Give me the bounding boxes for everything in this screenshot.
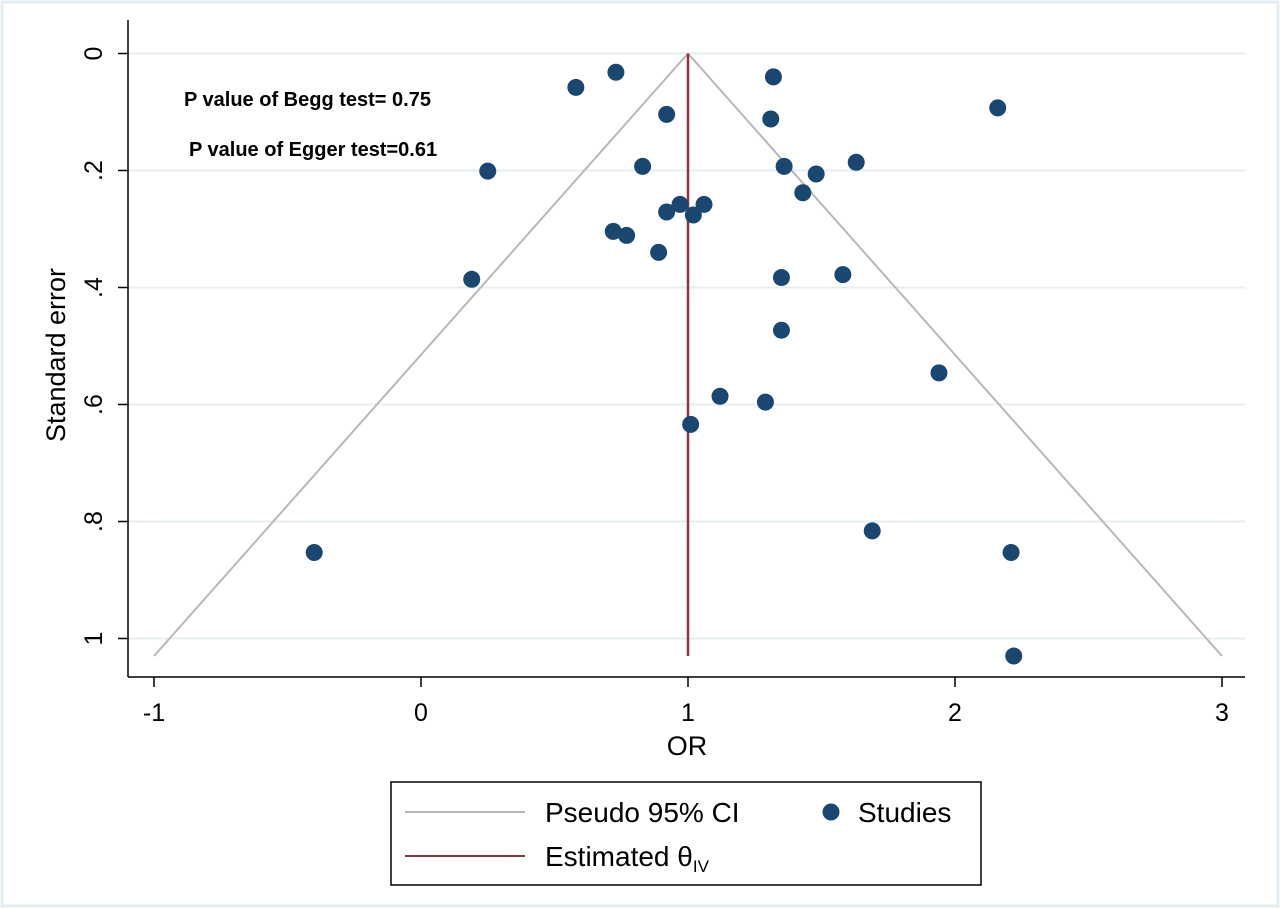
study-point-26	[756, 393, 774, 411]
y-tick-label: .2	[80, 160, 108, 181]
pseudo-ci-right-line	[687, 52, 1223, 657]
legend-estimate-label-subscript: IV	[693, 857, 710, 876]
legend: Pseudo 95% CI Studies Estimated θIV	[390, 781, 982, 886]
study-point-5	[658, 105, 676, 123]
study-point-31	[1005, 647, 1023, 665]
study-point-25	[711, 387, 729, 405]
x-tick-label: 3	[1215, 699, 1229, 727]
legend-estimate-label: Estimated θIV	[545, 841, 710, 876]
study-point-4	[989, 99, 1007, 117]
study-point-29	[305, 544, 323, 562]
study-point-14	[695, 195, 713, 213]
x-tick-label: 0	[414, 699, 428, 727]
study-point-2	[764, 68, 782, 86]
y-tick-label: .4	[80, 277, 108, 298]
pseudo-ci-lines	[153, 52, 1223, 657]
x-axis-title: OR	[667, 731, 708, 761]
y-axis-title: Standard error	[41, 268, 71, 442]
study-point-27	[682, 415, 700, 433]
egger-test-annotation: P value of Egger test=0.61	[189, 139, 437, 161]
y-tick-label: 0	[80, 47, 108, 61]
x-tick-label: 2	[948, 699, 962, 727]
legend-studies-marker	[822, 803, 840, 821]
study-point-1	[607, 63, 625, 81]
legend-studies-label: Studies	[858, 797, 951, 828]
pseudo-ci-left-line	[153, 52, 689, 657]
legend-estimate-label-main: Estimated θ	[545, 841, 693, 872]
y-axis-ticks: 0 .2 .4 .6 .8 1	[80, 47, 128, 646]
study-point-22	[834, 266, 852, 284]
y-tick-label: 1	[80, 632, 108, 646]
study-point-21	[772, 269, 790, 287]
gridlines	[128, 52, 1245, 640]
study-point-28	[863, 522, 881, 540]
study-point-12	[794, 184, 812, 202]
study-point-10	[479, 162, 497, 180]
study-point-16	[684, 206, 702, 224]
study-point-17	[604, 222, 622, 240]
study-point-11	[807, 165, 825, 183]
study-point-19	[650, 243, 668, 261]
study-point-7	[634, 157, 652, 175]
x-tick-label: -1	[143, 699, 165, 727]
y-tick-label: .6	[80, 394, 108, 415]
study-point-13	[671, 195, 689, 213]
study-point-9	[847, 153, 865, 171]
y-tick-label: .8	[80, 511, 108, 532]
study-point-23	[772, 321, 790, 339]
axes	[127, 20, 1245, 678]
x-tick-label: 1	[681, 699, 695, 727]
study-points	[305, 63, 1023, 665]
study-point-30	[1002, 544, 1020, 562]
study-point-3	[567, 78, 585, 96]
legend-box	[390, 781, 982, 886]
begg-test-annotation: P value of Begg test= 0.75	[184, 89, 431, 111]
study-point-20	[463, 270, 481, 288]
study-point-8	[775, 157, 793, 175]
study-point-15	[658, 203, 676, 221]
study-point-24	[930, 364, 948, 382]
study-point-6	[762, 110, 780, 128]
study-point-18	[618, 226, 636, 244]
legend-ci-label: Pseudo 95% CI	[545, 797, 740, 828]
x-axis-ticks: -1 0 1 2 3	[143, 677, 1229, 727]
